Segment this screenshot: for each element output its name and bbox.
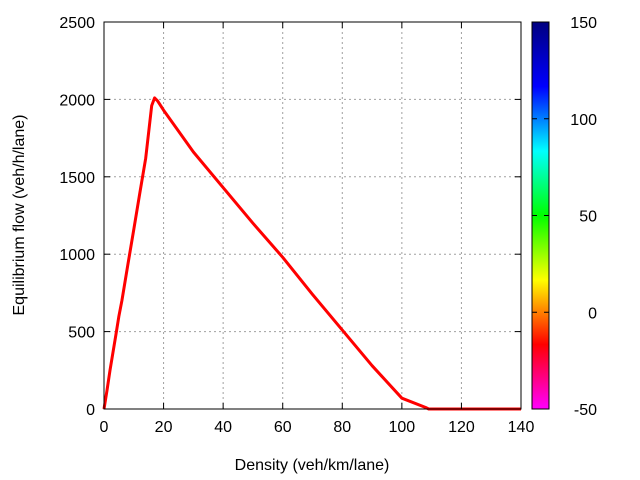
colorbar-tick-label: -50 <box>574 402 597 419</box>
colorbar-ticks <box>532 21 549 410</box>
colorbar: -50 0 50 100 150 <box>531 15 597 419</box>
y-tick-label: 1500 <box>59 170 95 187</box>
y-tick-label: 2500 <box>59 15 95 32</box>
colorbar-tick-label: 50 <box>579 209 597 226</box>
x-tick-labels: 0 20 40 60 80 100 120 140 <box>100 419 535 436</box>
x-tick-label: 60 <box>274 419 292 436</box>
colorbar-tick-label: 100 <box>570 112 597 129</box>
x-tick-label: 20 <box>155 419 173 436</box>
x-axis-title: Density (veh/km/lane) <box>235 457 390 474</box>
x-tick-label: 80 <box>333 419 351 436</box>
y-tick-label: 1000 <box>59 247 95 264</box>
plot-frame <box>103 21 522 410</box>
colorbar-tick-labels: -50 0 50 100 150 <box>570 15 597 419</box>
x-tick-label: 40 <box>214 419 232 436</box>
x-tick-label: 140 <box>508 419 535 436</box>
y-tick-label: 2000 <box>59 92 95 109</box>
colorbar-tick-label: 150 <box>570 15 597 32</box>
grid <box>104 22 521 409</box>
y-tick-label: 0 <box>86 402 95 419</box>
y-axis-title: Equilibrium flow (veh/h/lane) <box>11 115 28 316</box>
series-line <box>102 96 521 411</box>
x-tick-label: 100 <box>389 419 416 436</box>
axis-ticks <box>103 21 522 410</box>
series-layer <box>102 96 521 411</box>
x-tick-label: 120 <box>448 419 475 436</box>
y-tick-labels: 0 500 1000 1500 2000 2500 <box>59 15 95 419</box>
colorbar-tick-label: 0 <box>588 305 597 322</box>
x-tick-label: 0 <box>100 419 109 436</box>
y-tick-label: 500 <box>68 325 95 342</box>
